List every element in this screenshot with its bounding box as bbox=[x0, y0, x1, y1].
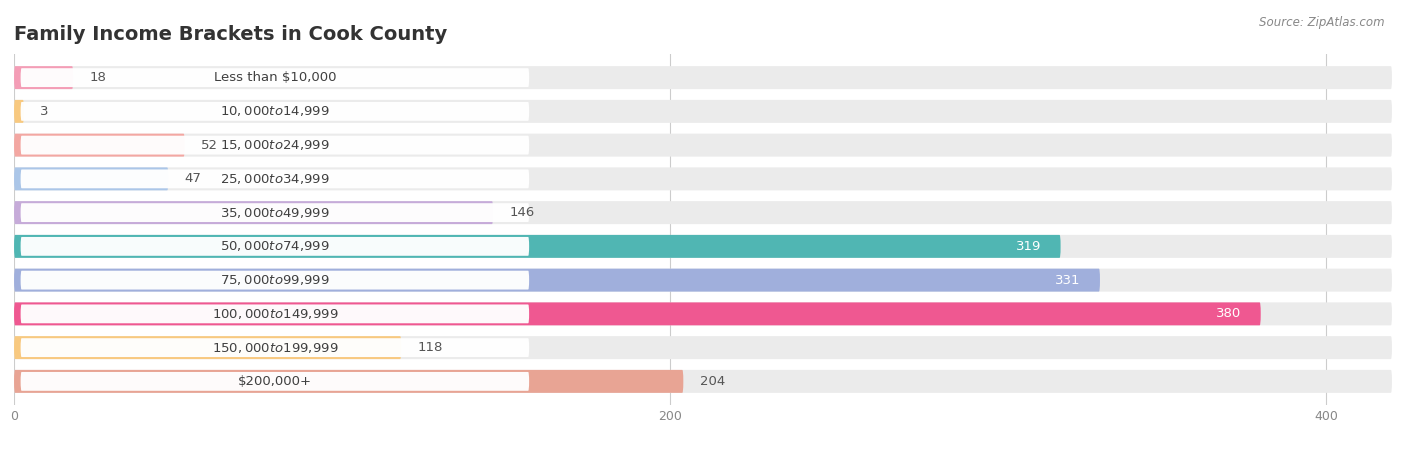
FancyBboxPatch shape bbox=[14, 269, 1392, 292]
Text: $50,000 to $74,999: $50,000 to $74,999 bbox=[219, 239, 330, 253]
FancyBboxPatch shape bbox=[14, 201, 494, 224]
Text: 204: 204 bbox=[700, 375, 725, 388]
FancyBboxPatch shape bbox=[14, 336, 1392, 359]
FancyBboxPatch shape bbox=[21, 203, 529, 222]
Text: 146: 146 bbox=[509, 206, 534, 219]
Text: $25,000 to $34,999: $25,000 to $34,999 bbox=[219, 172, 330, 186]
Text: 319: 319 bbox=[1015, 240, 1040, 253]
FancyBboxPatch shape bbox=[21, 136, 529, 154]
Text: 52: 52 bbox=[201, 139, 218, 152]
Text: 18: 18 bbox=[90, 71, 107, 84]
FancyBboxPatch shape bbox=[21, 237, 529, 256]
FancyBboxPatch shape bbox=[14, 235, 1392, 258]
FancyBboxPatch shape bbox=[14, 167, 169, 190]
Text: $150,000 to $199,999: $150,000 to $199,999 bbox=[212, 341, 337, 355]
FancyBboxPatch shape bbox=[21, 338, 529, 357]
FancyBboxPatch shape bbox=[14, 66, 1392, 89]
Text: Source: ZipAtlas.com: Source: ZipAtlas.com bbox=[1260, 16, 1385, 29]
FancyBboxPatch shape bbox=[14, 100, 1392, 123]
FancyBboxPatch shape bbox=[21, 102, 529, 121]
FancyBboxPatch shape bbox=[14, 370, 683, 393]
FancyBboxPatch shape bbox=[14, 100, 24, 123]
Text: 3: 3 bbox=[41, 105, 49, 118]
FancyBboxPatch shape bbox=[14, 235, 1060, 258]
Text: $35,000 to $49,999: $35,000 to $49,999 bbox=[219, 206, 330, 220]
FancyBboxPatch shape bbox=[21, 271, 529, 289]
FancyBboxPatch shape bbox=[14, 269, 1099, 292]
Text: 118: 118 bbox=[418, 341, 443, 354]
FancyBboxPatch shape bbox=[14, 302, 1392, 325]
FancyBboxPatch shape bbox=[14, 66, 73, 89]
FancyBboxPatch shape bbox=[14, 336, 401, 359]
FancyBboxPatch shape bbox=[14, 370, 1392, 393]
FancyBboxPatch shape bbox=[21, 372, 529, 391]
FancyBboxPatch shape bbox=[14, 134, 184, 157]
FancyBboxPatch shape bbox=[21, 68, 529, 87]
Text: Less than $10,000: Less than $10,000 bbox=[214, 71, 336, 84]
FancyBboxPatch shape bbox=[21, 305, 529, 323]
FancyBboxPatch shape bbox=[21, 170, 529, 188]
Text: Family Income Brackets in Cook County: Family Income Brackets in Cook County bbox=[14, 25, 447, 44]
FancyBboxPatch shape bbox=[14, 302, 1261, 325]
Text: $10,000 to $14,999: $10,000 to $14,999 bbox=[219, 104, 330, 118]
FancyBboxPatch shape bbox=[14, 134, 1392, 157]
Text: $75,000 to $99,999: $75,000 to $99,999 bbox=[219, 273, 330, 287]
Text: 331: 331 bbox=[1054, 274, 1080, 287]
FancyBboxPatch shape bbox=[14, 201, 1392, 224]
Text: $100,000 to $149,999: $100,000 to $149,999 bbox=[212, 307, 337, 321]
Text: 47: 47 bbox=[184, 172, 201, 185]
Text: 380: 380 bbox=[1216, 307, 1241, 320]
Text: $200,000+: $200,000+ bbox=[238, 375, 312, 388]
FancyBboxPatch shape bbox=[14, 167, 1392, 190]
Text: $15,000 to $24,999: $15,000 to $24,999 bbox=[219, 138, 330, 152]
